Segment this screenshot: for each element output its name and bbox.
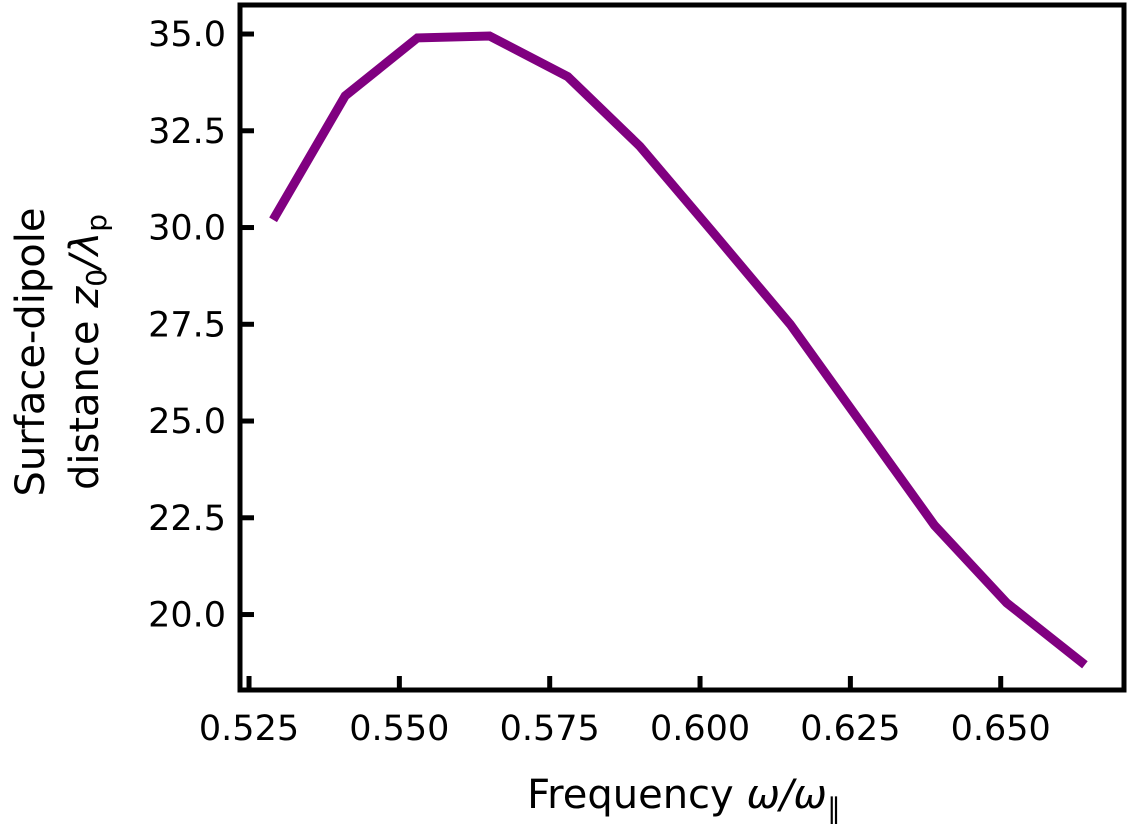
y-axis-label-symbol-z-sub: 0 [80,269,113,287]
x-axis-ticks: 0.525 0.550 0.575 0.600 0.625 0.650 [199,676,1051,749]
y-axis-label-line2: distance z0/λp [62,214,113,490]
y-axis-label-line1: Surface-dipole [8,208,54,497]
x-tick-label: 0.650 [951,709,1051,749]
y-tick-label: 32.5 [148,112,226,152]
y-tick-label: 27.5 [148,305,226,345]
y-tick-label: 22.5 [148,499,226,539]
y-tick-label: 30.0 [148,209,226,249]
plot-frame [237,2,1127,693]
x-tick-label: 0.525 [199,709,299,749]
x-axis-label: Frequency ω/ω∥ [527,772,841,825]
x-tick-label: 0.550 [349,709,449,749]
y-tick-label: 35.0 [148,15,226,55]
y-axis-label: Surface-dipole distance z0/λp [8,208,113,497]
y-axis-label-symbol-lambda: /λ [62,232,108,272]
x-axis-label-subscript: ∥ [827,792,841,825]
y-axis-label-symbol-lambda-sub: p [80,214,113,232]
x-tick-label: 0.600 [650,709,750,749]
x-tick-label: 0.575 [500,709,600,749]
y-tick-label: 25.0 [148,402,226,442]
x-axis-label-symbol: ω/ω [746,772,826,818]
x-axis-label-text: Frequency [527,772,734,818]
x-tick-label: 0.625 [800,709,900,749]
y-axis-ticks: 20.0 22.5 25.0 27.5 30.0 32.5 35.0 [148,15,254,636]
y-axis-label-symbol-z: z [62,286,108,309]
plot-area [269,31,1088,669]
series-line-0 [269,31,1088,669]
y-axis-label-line2-text: distance [62,320,108,490]
y-tick-label: 20.0 [148,596,226,636]
